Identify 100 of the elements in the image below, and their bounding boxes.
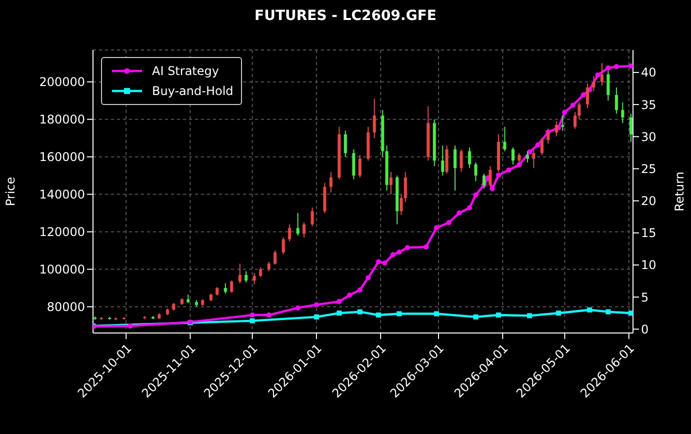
point (527, 313, 532, 318)
point (404, 245, 410, 250)
point (347, 292, 352, 298)
point (473, 192, 478, 198)
y-tick-label: 100000 (39, 262, 85, 276)
y2-tick-label: 40 (641, 66, 656, 80)
point (587, 307, 592, 312)
point (614, 64, 619, 70)
point (250, 312, 255, 318)
candlestick (259, 266, 262, 278)
point (606, 309, 611, 314)
candlestick (468, 146, 472, 169)
y-tick-label: 180000 (39, 112, 85, 126)
point (250, 318, 255, 324)
y-tick-label: 160000 (39, 150, 85, 164)
candlestick (352, 148, 356, 180)
point (357, 309, 362, 314)
candlestick (554, 120, 558, 137)
y-axis-title: Price (3, 176, 18, 206)
y2-tick-label: 20 (641, 194, 656, 208)
candlestick (512, 146, 514, 165)
point (496, 312, 502, 318)
legend-label: Buy-and-Hold (152, 83, 234, 100)
candlestick (503, 126, 506, 152)
candlestick (574, 111, 577, 130)
candlestick (474, 162, 478, 182)
chart-title: FUTURES - LC2609.GFE (254, 8, 438, 24)
candlestick (282, 236, 285, 255)
point (556, 310, 562, 316)
point (314, 314, 319, 320)
point (535, 142, 540, 148)
candlestick (460, 148, 463, 172)
y-tick-label: 80000 (46, 300, 85, 314)
candlestick (296, 212, 300, 236)
candlestick (445, 145, 448, 174)
point (382, 260, 388, 266)
candlestick (404, 171, 407, 202)
point (580, 92, 586, 98)
point (376, 259, 382, 264)
candlestick (224, 282, 227, 294)
candlestick (488, 166, 492, 188)
y2-tick-label: 35 (641, 98, 656, 112)
y2-tick-label: 25 (641, 162, 656, 176)
candlestick (310, 206, 314, 227)
point (336, 299, 342, 304)
y2-tick-label: 0 (641, 322, 649, 336)
point (628, 64, 633, 69)
candlestick (252, 272, 256, 285)
candlestick (274, 250, 277, 266)
point (128, 323, 133, 328)
point (456, 210, 462, 216)
y-tick-label: 140000 (39, 187, 85, 202)
point (473, 314, 478, 320)
candlestick (454, 145, 457, 192)
point (390, 252, 396, 258)
candlestick (621, 102, 624, 124)
candlestick (441, 145, 444, 176)
candlestick (592, 76, 596, 92)
y-tick-label: 120000 (39, 224, 85, 239)
point (314, 302, 319, 308)
point (376, 312, 382, 318)
candlestick (614, 86, 618, 114)
candlestick (540, 138, 544, 156)
candlestick (230, 280, 234, 294)
candlestick (238, 263, 242, 284)
candlestick (629, 113, 632, 142)
point (595, 72, 600, 78)
point (606, 65, 611, 70)
point (467, 205, 472, 210)
y-tick-label: 200000 (39, 74, 85, 89)
candlestick (606, 70, 610, 102)
point (496, 172, 502, 178)
candlestick (389, 171, 392, 195)
y2-tick-label: 5 (641, 290, 649, 304)
y2-tick-label: 10 (641, 258, 656, 272)
candlestick (358, 154, 362, 178)
candlestick (344, 130, 347, 158)
y2-tick-label: 30 (641, 130, 656, 144)
point (562, 110, 568, 115)
point (424, 244, 429, 250)
candlestick (244, 270, 248, 283)
point (570, 102, 576, 108)
point (295, 305, 300, 310)
candlestick (400, 194, 403, 216)
candlestick (526, 150, 529, 163)
y2-tick-label: 15 (641, 226, 656, 240)
candlestick (532, 148, 536, 169)
candlestick (578, 102, 581, 120)
candlestick (586, 83, 589, 109)
candlestick (302, 222, 306, 238)
candlestick (600, 62, 604, 86)
point (366, 275, 371, 280)
legend-label: AI Strategy (152, 63, 219, 80)
candlestick (372, 98, 376, 139)
y2-axis-title: Return (672, 172, 686, 212)
point (396, 311, 402, 316)
point (266, 312, 272, 318)
point (446, 220, 452, 226)
point (434, 311, 439, 316)
point (357, 288, 362, 293)
